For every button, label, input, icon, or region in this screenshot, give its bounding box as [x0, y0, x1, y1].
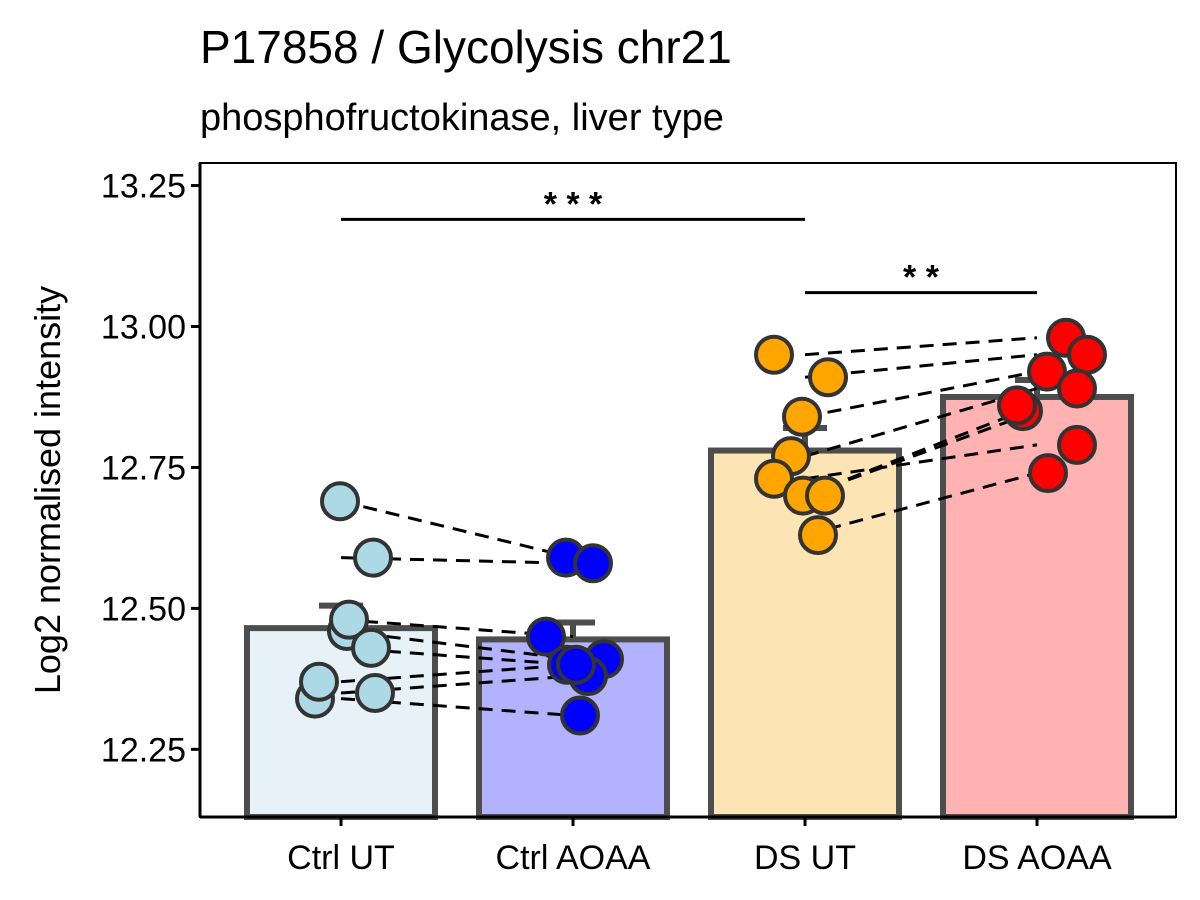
data-point — [798, 515, 838, 556]
data-point — [754, 458, 794, 499]
y-tick-label: 12.50 — [101, 590, 186, 628]
pair-line — [340, 499, 574, 560]
data-point — [1067, 334, 1107, 375]
y-tick-label: 13.25 — [101, 168, 186, 206]
data-point — [355, 672, 395, 713]
data-point — [997, 385, 1037, 426]
data-point — [526, 616, 566, 657]
pair-line — [804, 353, 1038, 379]
data-point — [329, 599, 369, 640]
x-tick-label: Ctrl UT — [287, 839, 395, 877]
pair-line — [804, 387, 1038, 458]
pair-line — [804, 443, 1038, 481]
x-tick-label: Ctrl AOAA — [496, 839, 651, 877]
data-point — [573, 543, 613, 584]
y-axis-label: Log2 normalised intensity — [27, 286, 68, 694]
data-point — [299, 661, 339, 702]
pair-line — [340, 697, 574, 718]
data-point — [353, 537, 393, 578]
pair-line — [340, 663, 574, 684]
chart-title: P17858 / Glycolysis chr21 — [200, 21, 732, 73]
data-point — [782, 396, 822, 437]
y-tick-label: 12.75 — [101, 449, 186, 487]
pair-line — [804, 336, 1038, 357]
pair-line — [804, 404, 1038, 498]
pair-line — [804, 471, 1038, 537]
y-tick-label: 12.25 — [101, 731, 186, 769]
data-point — [754, 334, 794, 375]
data-point — [560, 695, 600, 736]
pair-line — [340, 646, 574, 667]
chart-subtitle: phosphofructokinase, liver type — [200, 97, 724, 139]
pair-line — [804, 370, 1038, 419]
data-point — [1057, 424, 1097, 465]
pair-line — [340, 629, 574, 661]
pair-line — [804, 409, 1038, 498]
x-tick-label: DS AOAA — [962, 839, 1112, 877]
significance-label: * * * — [544, 185, 603, 223]
data-point — [320, 481, 360, 522]
data-point — [556, 644, 596, 685]
data-point — [805, 475, 845, 516]
x-tick-label: DS UT — [754, 839, 856, 877]
pair-line — [340, 674, 574, 695]
data-point — [1028, 453, 1068, 494]
data-point — [1027, 351, 1067, 392]
y-tick-label: 13.00 — [101, 309, 186, 347]
plot-area: * * * * * 12.25 12.50 12.75 13.00 13.25 Ctrl UT… — [101, 162, 1177, 877]
data-point — [1057, 368, 1097, 409]
data-point — [808, 357, 848, 398]
data-point — [351, 627, 391, 668]
bar — [244, 625, 438, 821]
significance-label: * * — [903, 259, 940, 297]
pair-line — [340, 556, 574, 565]
